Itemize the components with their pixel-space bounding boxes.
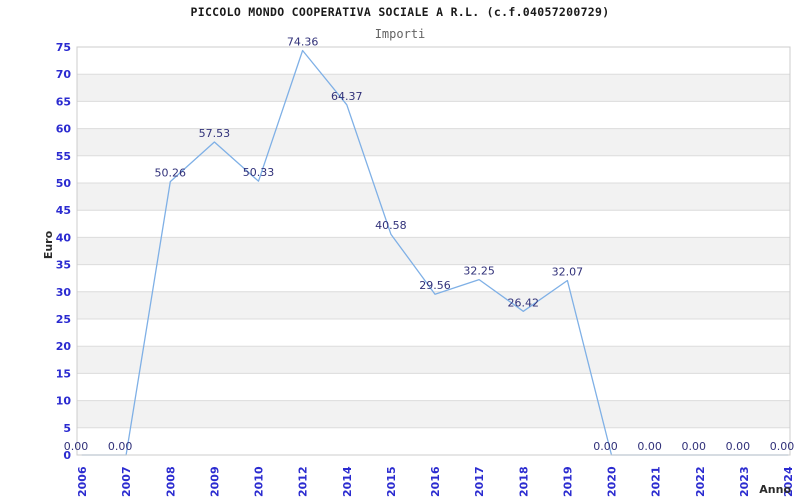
x-tick-label: 2020: [606, 466, 619, 497]
data-label: 64.37: [331, 90, 363, 103]
data-label: 0.00: [637, 440, 662, 453]
y-tick-label: 45: [56, 204, 71, 217]
x-tick-label: 2007: [120, 466, 133, 497]
data-label: 0.00: [593, 440, 618, 453]
data-label: 0.00: [682, 440, 707, 453]
y-tick-label: 60: [56, 123, 72, 136]
y-tick-label: 0: [63, 449, 71, 462]
y-band: [77, 128, 790, 156]
data-label: 0.00: [726, 440, 751, 453]
data-label: 32.25: [463, 265, 495, 278]
y-band: [77, 183, 790, 211]
y-tick-label: 30: [56, 286, 72, 299]
y-tick-label: 55: [56, 150, 71, 163]
y-tick-label: 20: [56, 340, 72, 353]
x-axis-title: Anno: [759, 483, 791, 496]
y-tick-label: 25: [56, 313, 71, 326]
chart-title: PICCOLO MONDO COOPERATIVA SOCIALE A R.L.…: [190, 5, 610, 19]
y-tick-label: 10: [56, 395, 72, 408]
x-tick-label: 2018: [517, 466, 530, 497]
data-label: 26.42: [508, 296, 540, 309]
data-label: 40.58: [375, 219, 407, 232]
x-tick-label: 2010: [253, 466, 266, 497]
data-label: 50.26: [155, 167, 187, 180]
x-tick-label: 2009: [208, 466, 221, 497]
x-tick-label: 2015: [385, 466, 398, 497]
x-tick-label: 2019: [561, 466, 574, 497]
x-tick-label: 2016: [429, 466, 442, 497]
data-label: 57.53: [199, 127, 231, 140]
plot-border: [76, 46, 791, 456]
x-tick-label: 2024: [782, 466, 795, 497]
chart-subtitle: Importi: [374, 27, 426, 41]
y-tick-label: 50: [56, 177, 72, 190]
y-tick-label: 75: [56, 41, 71, 54]
y-band: [77, 291, 790, 319]
data-label: 0.00: [108, 440, 133, 453]
y-tick-label: 40: [56, 231, 72, 244]
data-label: 32.07: [552, 266, 584, 279]
x-tick-label: 2014: [341, 466, 354, 497]
data-label: 74.36: [287, 35, 319, 48]
y-tick-label: 15: [56, 367, 71, 380]
x-tick-label: 2021: [650, 466, 663, 497]
x-tick-label: 2008: [164, 466, 177, 497]
data-label: 0.00: [770, 440, 795, 453]
y-band: [77, 237, 790, 265]
x-tick-label: 2017: [473, 466, 486, 497]
y-axis-title: Euro: [42, 230, 55, 260]
y-band: [77, 400, 790, 428]
y-tick-label: 5: [63, 422, 71, 435]
y-tick-label: 35: [56, 259, 71, 272]
y-band: [77, 346, 790, 374]
y-band: [77, 74, 790, 102]
data-label: 29.56: [419, 279, 451, 292]
x-tick-label: 2006: [76, 466, 89, 497]
x-tick-label: 2012: [297, 466, 310, 497]
data-label: 50.33: [243, 166, 275, 179]
y-tick-label: 65: [56, 95, 71, 108]
x-tick-label: 2023: [738, 466, 751, 497]
data-label: 0.00: [64, 440, 89, 453]
y-tick-label: 70: [56, 68, 72, 81]
x-tick-label: 2022: [694, 466, 707, 497]
